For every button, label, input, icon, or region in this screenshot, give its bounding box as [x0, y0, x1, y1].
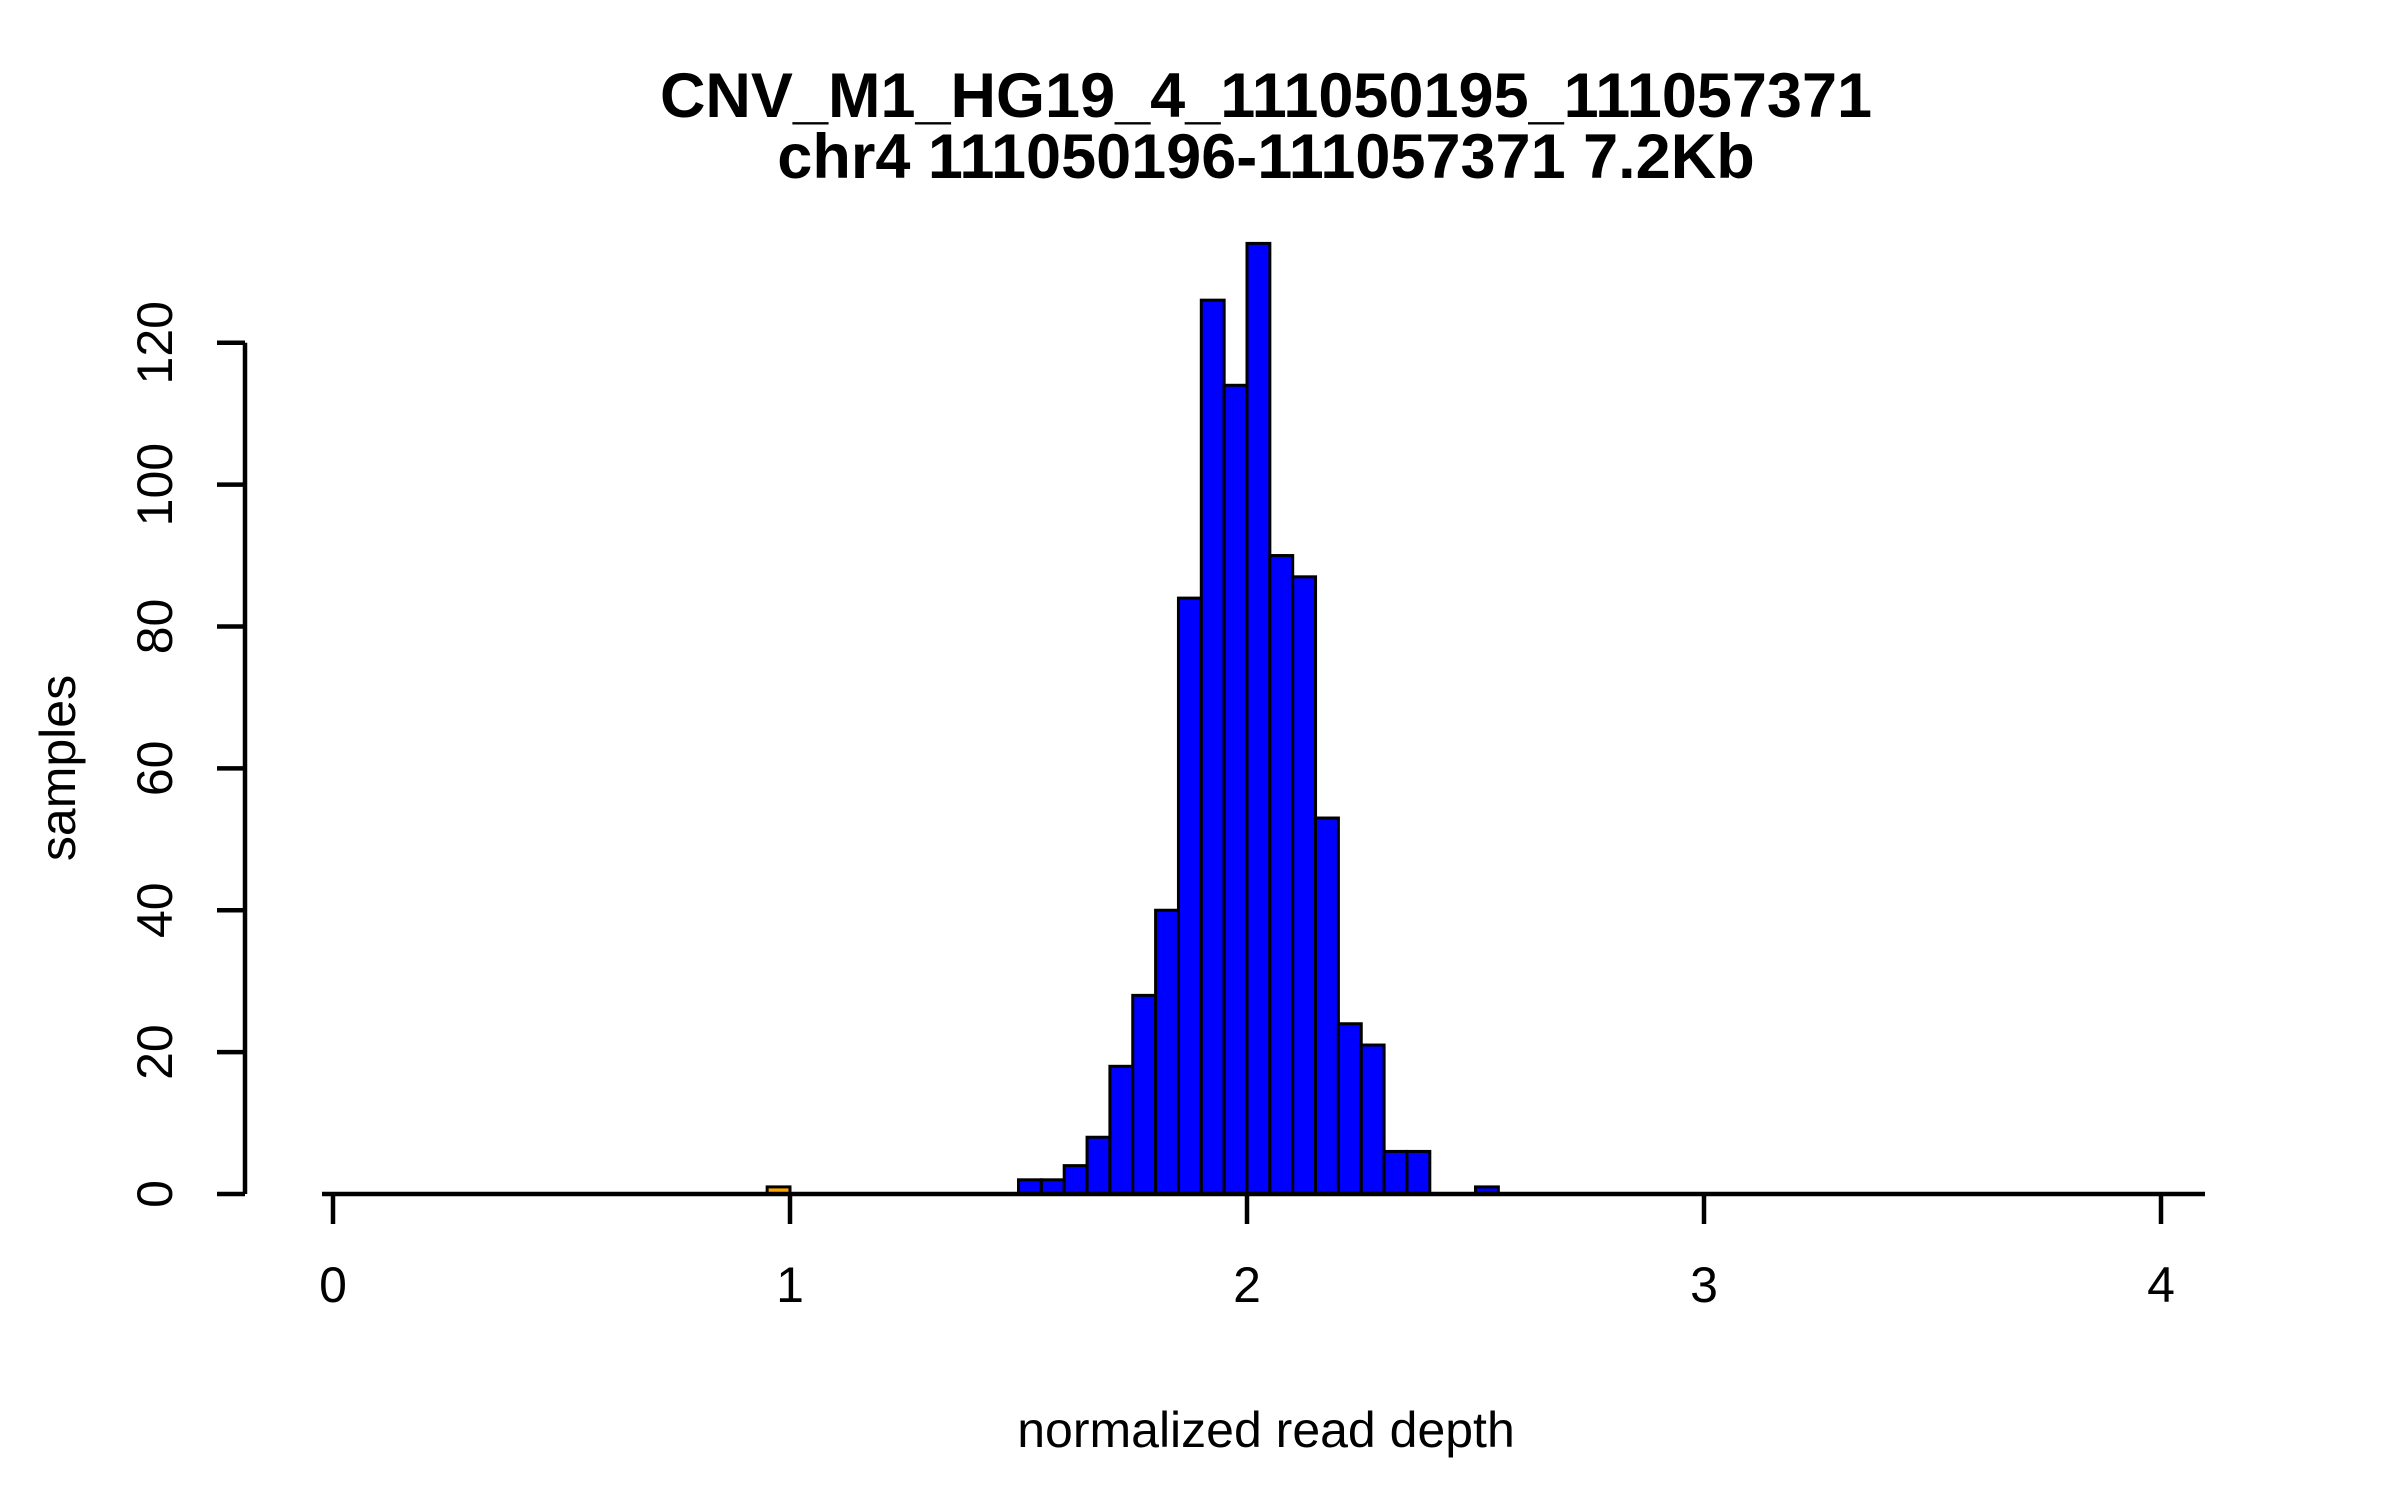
y-tick-label: 0	[127, 1180, 183, 1208]
y-axis-label: samples	[30, 675, 86, 861]
y-tick-label: 20	[127, 1024, 183, 1080]
y-tick-label: 120	[127, 301, 183, 384]
histogram-bar	[1131, 993, 1158, 1196]
x-tick-label: 4	[2147, 1257, 2175, 1313]
histogram-bar	[1291, 575, 1318, 1196]
histogram-bar	[1382, 1149, 1409, 1196]
x-tick-label: 0	[319, 1257, 347, 1313]
histogram-bar	[1222, 383, 1249, 1196]
y-tick-label: 60	[127, 741, 183, 797]
histogram-bar	[1154, 908, 1180, 1196]
x-tick-label: 1	[776, 1257, 804, 1313]
histogram-bar	[1085, 1135, 1112, 1196]
x-tick-label: 2	[1233, 1257, 1261, 1313]
histogram-bar	[1062, 1164, 1089, 1196]
histogram-bar	[1268, 554, 1295, 1196]
chart-subtitle: chr4 111050196-111057371 7.2Kb	[777, 122, 1754, 192]
y-tick-label: 40	[127, 882, 183, 938]
histogram-bar	[1108, 1064, 1135, 1196]
histogram-bar	[1245, 241, 1272, 1196]
y-tick-label: 80	[127, 599, 183, 655]
chart-title: CNV_M1_HG19_4_111050195_111057371	[660, 61, 1872, 131]
histogram-bars	[765, 241, 1500, 1196]
histogram-bar	[1314, 816, 1340, 1196]
histogram-bar	[1405, 1149, 1432, 1196]
histogram-bar	[1359, 1043, 1386, 1196]
histogram-bar	[1176, 596, 1203, 1196]
y-tick-label: 100	[127, 443, 183, 526]
x-tick-label: 3	[1690, 1257, 1718, 1313]
histogram-bar	[1199, 298, 1226, 1196]
histogram-bar	[1336, 1022, 1363, 1196]
x-axis-label: normalized read depth	[1017, 1402, 1515, 1458]
